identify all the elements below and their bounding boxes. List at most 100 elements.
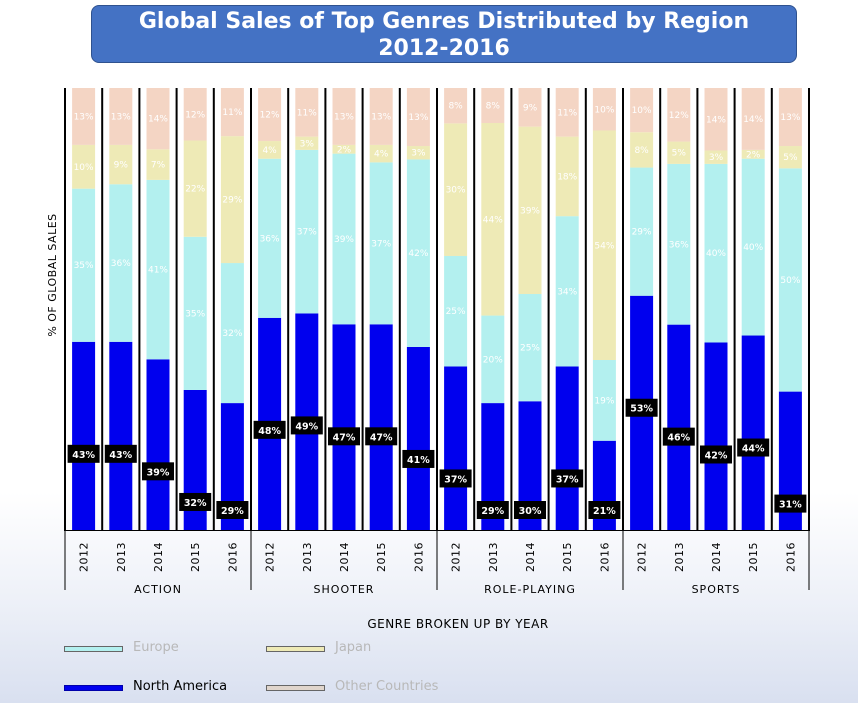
bar-segment-japan [667, 141, 691, 164]
data-label-north-america: 47% [333, 432, 356, 443]
data-label-other: 13% [371, 112, 391, 122]
x-tick-label-year: 2014 [710, 542, 723, 572]
bar-segment-other [72, 88, 96, 145]
bar-segment-other [109, 88, 133, 145]
bar-segment-north-america [406, 346, 430, 530]
bar-segment-other [518, 88, 542, 127]
data-label-other: 14% [706, 115, 726, 125]
data-label-europe: 25% [446, 307, 466, 317]
bar-segment-other [481, 88, 505, 124]
x-tick-label-year: 2016 [412, 542, 425, 572]
bar-separator [473, 88, 476, 530]
x-tick-label-year: 2012 [264, 542, 277, 572]
bar-separator [138, 88, 141, 530]
data-label-japan: 4% [262, 146, 277, 156]
data-label-europe: 36% [669, 240, 689, 250]
data-label-bg [588, 501, 621, 519]
bar-segment-north-america [369, 324, 393, 530]
bar-segment-north-america [332, 324, 356, 530]
bar-separator [101, 88, 104, 530]
data-label-japan: 54% [594, 241, 614, 251]
data-label-europe: 34% [557, 287, 577, 297]
x-tick-label-year: 2015 [189, 542, 202, 572]
group-divider [808, 530, 810, 590]
bar-separator [622, 88, 624, 530]
bar-segment-europe [258, 158, 282, 318]
bar-segment-north-america [72, 341, 96, 530]
data-label-japan: 4% [374, 150, 389, 160]
bar-segment-other [592, 88, 616, 131]
data-label-north-america: 29% [221, 506, 244, 517]
data-label-europe: 40% [743, 243, 763, 253]
data-label-other: 8% [486, 102, 501, 112]
data-label-japan: 39% [520, 206, 540, 216]
data-label-japan: 7% [151, 161, 166, 171]
data-label-other: 14% [148, 115, 168, 125]
data-label-north-america: 48% [258, 426, 281, 437]
x-tick-label-year: 2013 [115, 542, 128, 572]
bar-segment-japan [481, 123, 505, 316]
bar-segment-japan [741, 149, 765, 159]
data-label-bg [476, 501, 509, 519]
x-tick-label-year: 2013 [301, 542, 314, 572]
bar-segment-europe [72, 188, 96, 342]
data-label-north-america: 46% [667, 433, 690, 444]
data-label-north-america: 29% [481, 506, 504, 517]
data-label-europe: 32% [222, 329, 242, 339]
bar-segment-europe [555, 216, 579, 367]
data-label-other: 13% [74, 112, 94, 122]
data-label-japan: 3% [300, 139, 315, 149]
data-label-japan: 3% [709, 153, 724, 163]
bar-segment-north-america [444, 366, 468, 530]
x-axis-label: GENRE BROKEN UP BY YEAR [367, 617, 549, 631]
legend-swatch-other-countries [266, 685, 325, 691]
bar-segment-other [295, 88, 319, 137]
bar-separator [696, 88, 699, 530]
data-label-europe: 35% [74, 261, 94, 271]
bar-segment-other [183, 88, 207, 141]
data-label-japan: 9% [114, 161, 129, 171]
data-label-north-america: 42% [705, 450, 728, 461]
data-label-japan: 44% [483, 215, 503, 225]
bar-separator [808, 88, 810, 530]
x-group-label: ACTION [134, 583, 182, 596]
bar-segment-japan [555, 136, 579, 217]
bar-separator [398, 88, 401, 530]
x-tick-label-year: 2016 [784, 542, 797, 572]
data-label-other: 10% [594, 105, 614, 115]
bar-segment-japan [592, 130, 616, 360]
data-label-north-america: 43% [72, 450, 95, 461]
data-label-japan: 5% [783, 153, 798, 163]
data-label-bg [365, 427, 398, 446]
data-label-japan: 10% [74, 163, 94, 173]
bar-segment-other [258, 88, 282, 142]
bar-segment-other [444, 88, 468, 124]
legend-swatch-japan [266, 646, 325, 652]
chart-title-line2: 2012-2016 [378, 36, 510, 61]
data-label-europe: 37% [371, 239, 391, 249]
bar-segment-other [630, 88, 654, 133]
bar-segment-north-america [109, 341, 133, 530]
bar-segment-europe [667, 163, 691, 325]
data-label-bg [439, 469, 472, 488]
group-divider [64, 530, 66, 590]
data-label-other: 10% [632, 106, 652, 116]
bar-separator [250, 88, 252, 530]
bar-segment-japan [406, 146, 430, 160]
data-label-other: 12% [185, 110, 205, 120]
data-label-north-america: 39% [147, 467, 170, 478]
data-label-japan: 2% [746, 150, 761, 160]
legend-swatch-europe [64, 646, 123, 652]
data-label-bg [328, 427, 360, 446]
data-label-bg [402, 449, 435, 468]
data-label-other: 14% [743, 115, 763, 125]
bar-separator [584, 88, 587, 530]
data-label-japan: 2% [337, 145, 352, 155]
legend-swatch-north-america [64, 685, 123, 691]
data-label-bg [700, 445, 732, 464]
data-label-bg [216, 501, 249, 519]
bar-separator [659, 88, 662, 530]
data-label-bg [290, 416, 323, 435]
data-label-europe: 39% [334, 235, 354, 245]
data-label-north-america: 21% [593, 506, 616, 517]
